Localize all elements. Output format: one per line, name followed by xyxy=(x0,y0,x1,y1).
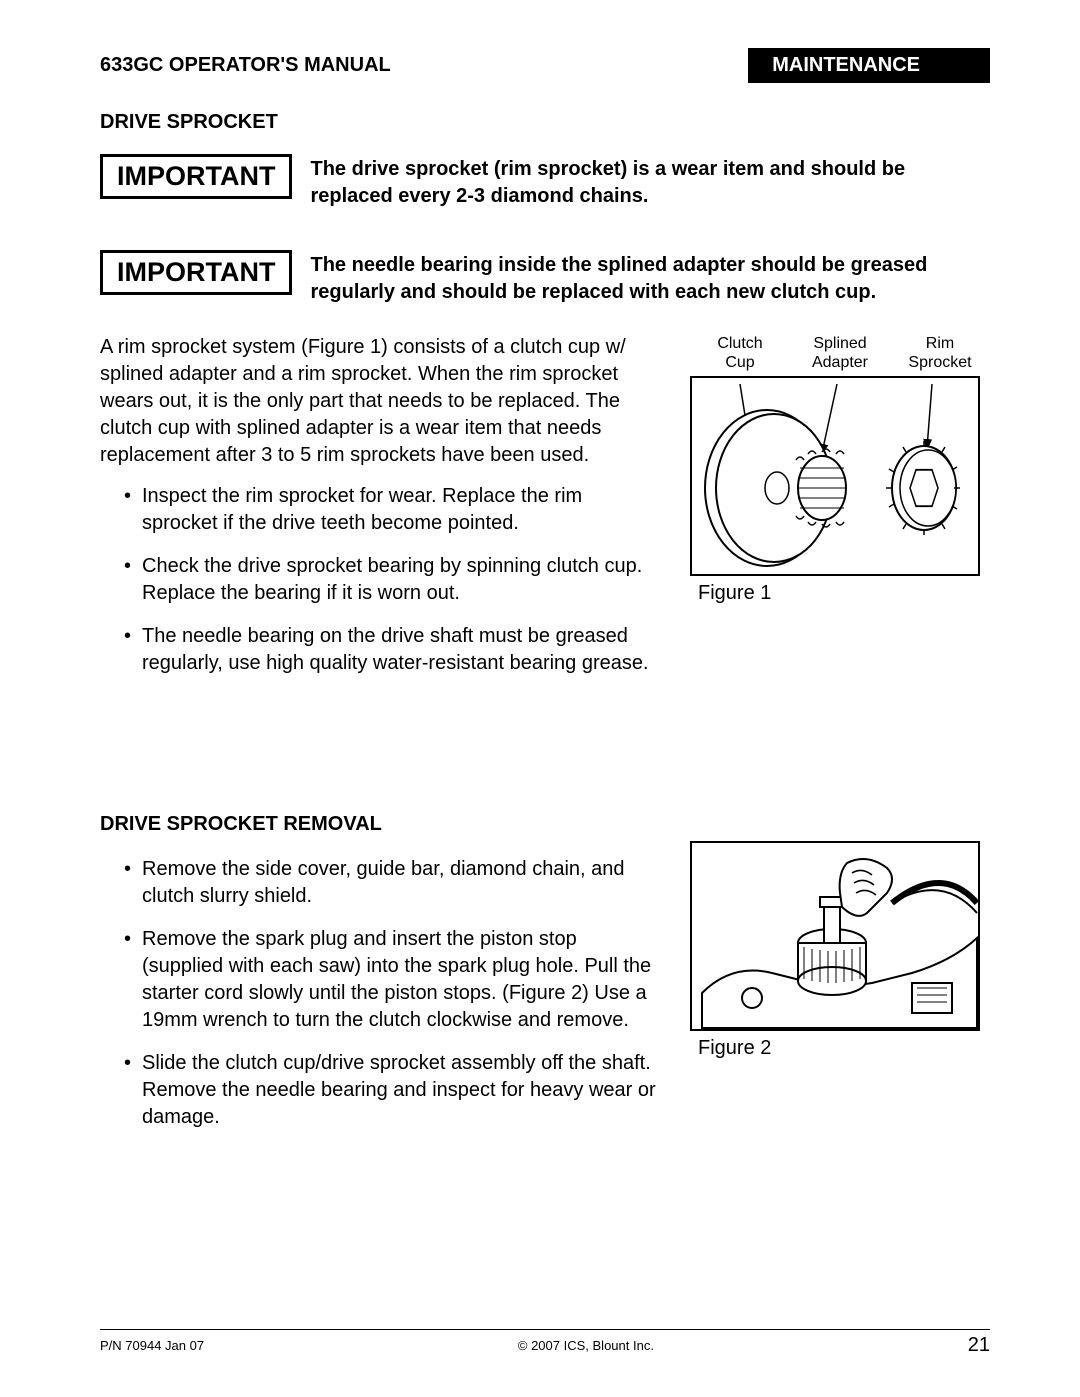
figure-2-caption: Figure 2 xyxy=(690,1037,990,1060)
figure-1-column: ClutchCup SplinedAdapter RimSprocket xyxy=(690,334,990,693)
figure-label: ClutchCup xyxy=(690,334,790,372)
figure-label: RimSprocket xyxy=(890,334,990,372)
important-notice-2: IMPORTANT The needle bearing inside the … xyxy=(100,250,990,306)
footer-partnum: P/N 70944 Jan 07 xyxy=(100,1338,204,1353)
important-notice-1: IMPORTANT The drive sprocket (rim sprock… xyxy=(100,154,990,210)
list-item: Slide the clutch cup/drive sprocket asse… xyxy=(124,1050,660,1131)
figure-label: SplinedAdapter xyxy=(790,334,890,372)
list-item: Remove the spark plug and insert the pis… xyxy=(124,926,660,1034)
section2-body: DRIVE SPROCKET REMOVAL Remove the side c… xyxy=(100,813,990,1147)
section1-body: A rim sprocket system (Figure 1) consist… xyxy=(100,334,990,693)
list-item: The needle bearing on the drive shaft mu… xyxy=(124,623,660,677)
footer-page-number: 21 xyxy=(968,1334,990,1357)
section1-bullet-list: Inspect the rim sprocket for wear. Repla… xyxy=(100,483,660,677)
section-title-drive-sprocket: DRIVE SPROCKET xyxy=(100,111,990,134)
page-footer: P/N 70944 Jan 07 © 2007 ICS, Blount Inc.… xyxy=(100,1329,990,1357)
header-section-tab: MAINTENANCE xyxy=(748,48,990,83)
important-text: The needle bearing inside the splined ad… xyxy=(310,250,990,306)
section2-bullet-list: Remove the side cover, guide bar, diamon… xyxy=(100,856,660,1131)
figure-2-column: Figure 2 xyxy=(690,813,990,1147)
header-manual-title: 633GC OPERATOR'S MANUAL xyxy=(100,54,748,77)
important-text: The drive sprocket (rim sprocket) is a w… xyxy=(310,154,990,210)
figure-1-caption: Figure 1 xyxy=(690,582,990,605)
section1-text-column: A rim sprocket system (Figure 1) consist… xyxy=(100,334,660,693)
figure-1-diagram xyxy=(690,376,980,576)
manual-page: 633GC OPERATOR'S MANUAL MAINTENANCE DRIV… xyxy=(0,0,1080,1397)
footer-copyright: © 2007 ICS, Blount Inc. xyxy=(518,1338,654,1353)
important-label: IMPORTANT xyxy=(100,250,292,295)
list-item: Check the drive sprocket bearing by spin… xyxy=(124,553,660,607)
section2-text-column: DRIVE SPROCKET REMOVAL Remove the side c… xyxy=(100,813,660,1147)
list-item: Inspect the rim sprocket for wear. Repla… xyxy=(124,483,660,537)
list-item: Remove the side cover, guide bar, diamon… xyxy=(124,856,660,910)
intro-paragraph: A rim sprocket system (Figure 1) consist… xyxy=(100,334,660,469)
important-label: IMPORTANT xyxy=(100,154,292,199)
figure-1-labels: ClutchCup SplinedAdapter RimSprocket xyxy=(690,334,990,372)
section-title-removal: DRIVE SPROCKET REMOVAL xyxy=(100,813,660,836)
page-header: 633GC OPERATOR'S MANUAL MAINTENANCE xyxy=(100,48,990,83)
figure-2-diagram xyxy=(690,841,980,1031)
